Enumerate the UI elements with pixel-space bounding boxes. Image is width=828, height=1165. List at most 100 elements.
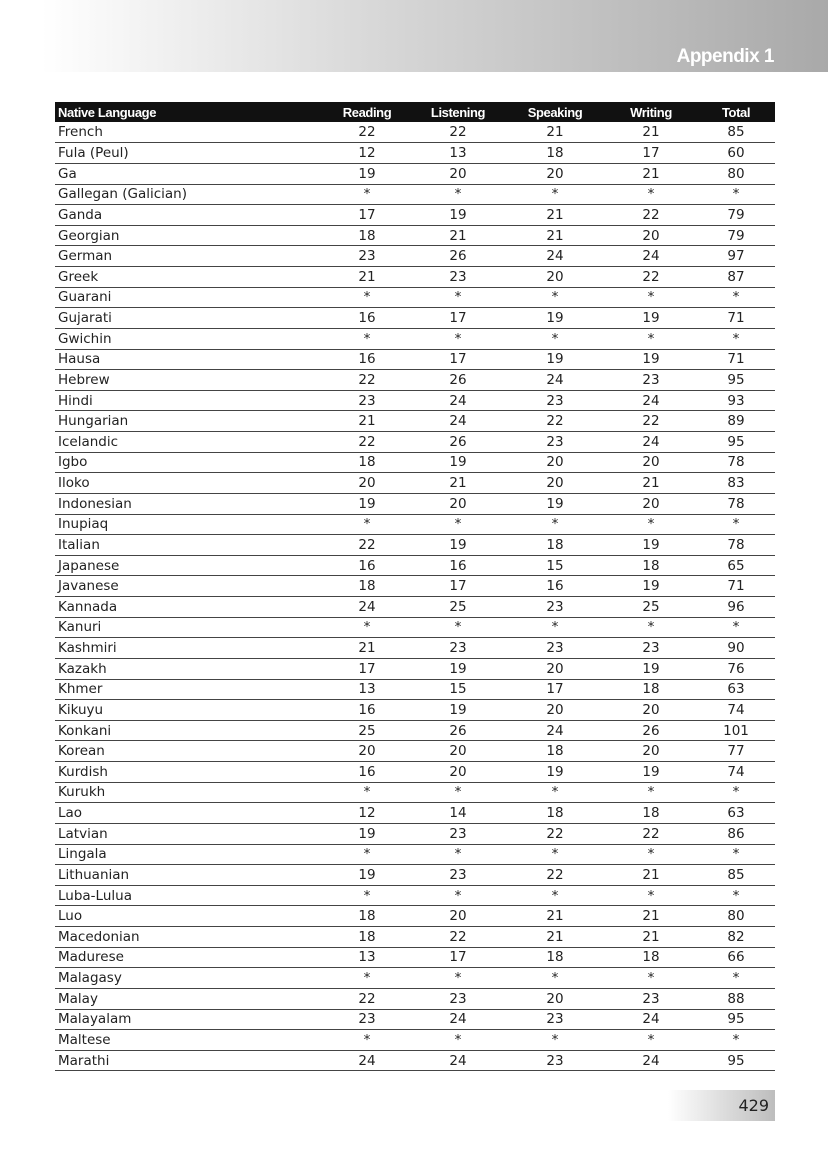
score-cell: 20: [642, 227, 660, 244]
language-cell: Malayalam: [58, 1011, 132, 1028]
score-cell: *: [732, 186, 740, 203]
score-cell: *: [363, 289, 371, 306]
score-cell: *: [732, 970, 740, 987]
score-cell: 26: [449, 248, 467, 265]
score-cell: 16: [358, 763, 376, 780]
score-cell: 20: [449, 763, 467, 780]
table-row: Macedonian 18 22 21 21 82: [55, 927, 775, 948]
column-header: Reading: [342, 104, 392, 120]
language-cell: Guarani: [58, 289, 112, 306]
score-cell: 80: [727, 165, 745, 182]
table-row: Kannada 24 25 23 25 96: [55, 597, 775, 618]
table-row: Gwichin * * * * *: [55, 329, 775, 350]
table-row: Hindi 23 24 23 24 93: [55, 391, 775, 412]
score-cell: 22: [642, 825, 660, 842]
table-row: Luba-Lulua * * * * *: [55, 886, 775, 907]
table-row: Luo 18 20 21 21 80: [55, 906, 775, 927]
language-cell: Lao: [58, 805, 83, 822]
score-cell: 21: [642, 928, 660, 945]
score-cell: 12: [358, 145, 376, 162]
table-row: Kurukh * * * * *: [55, 783, 775, 804]
table-row: Ga 19 20 20 21 80: [55, 164, 775, 185]
table-row: Lingala * * * * *: [55, 845, 775, 866]
score-cell: 18: [546, 536, 564, 553]
language-cell: Georgian: [58, 227, 120, 244]
language-cell: Gallegan (Galician): [58, 186, 188, 203]
score-cell: 24: [546, 371, 564, 388]
score-cell: 23: [642, 371, 660, 388]
score-cell: 22: [642, 268, 660, 285]
score-cell: 16: [358, 310, 376, 327]
table-row: Konkani 25 26 24 26 101: [55, 721, 775, 742]
score-cell: *: [551, 970, 559, 987]
language-cell: Italian: [58, 536, 100, 553]
language-cell: Gwichin: [58, 330, 112, 347]
score-cell: 17: [449, 310, 467, 327]
score-cell: *: [647, 186, 655, 203]
score-cell: 20: [546, 454, 564, 471]
score-cell: 21: [546, 928, 564, 945]
score-cell: *: [551, 887, 559, 904]
language-cell: French: [58, 124, 103, 141]
table-row: Inupiaq * * * * *: [55, 515, 775, 536]
score-cell: 78: [727, 536, 745, 553]
table-row: Korean 20 20 18 20 77: [55, 741, 775, 762]
score-cell: *: [454, 289, 462, 306]
score-cell: *: [732, 1031, 740, 1048]
score-cell: 22: [358, 536, 376, 553]
score-cell: 17: [546, 681, 564, 698]
score-cell: 21: [358, 413, 376, 430]
score-cell: 24: [642, 1052, 660, 1069]
score-cell: 20: [642, 454, 660, 471]
language-cell: Madurese: [58, 949, 124, 966]
score-cell: *: [647, 784, 655, 801]
score-cell: 16: [358, 351, 376, 368]
language-cell: Malay: [58, 990, 98, 1007]
score-cell: 23: [546, 1052, 564, 1069]
score-cell: 74: [727, 763, 745, 780]
score-cell: 21: [642, 475, 660, 492]
score-cell: 74: [727, 701, 745, 718]
table-row: Javanese 18 17 16 19 71: [55, 576, 775, 597]
language-cell: Korean: [58, 743, 105, 760]
score-cell: *: [732, 516, 740, 533]
score-cell: *: [732, 846, 740, 863]
score-cell: 19: [449, 536, 467, 553]
score-cell: 22: [546, 825, 564, 842]
score-cell: 18: [642, 805, 660, 822]
language-cell: Igbo: [58, 454, 88, 471]
score-cell: *: [647, 846, 655, 863]
score-cell: 25: [358, 722, 376, 739]
language-cell: Hungarian: [58, 413, 129, 430]
table-row: Japanese 16 16 15 18 65: [55, 556, 775, 577]
score-cell: *: [732, 619, 740, 636]
score-cell: 20: [449, 495, 467, 512]
table-row: Ganda 17 19 21 22 79: [55, 205, 775, 226]
language-cell: Kanuri: [58, 619, 102, 636]
table-row: German 23 26 24 24 97: [55, 246, 775, 267]
score-cell: *: [732, 887, 740, 904]
score-cell: 71: [727, 578, 745, 595]
table-row: Indonesian 19 20 19 20 78: [55, 494, 775, 515]
score-cell: 23: [449, 990, 467, 1007]
score-cell: 19: [546, 495, 564, 512]
score-cell: *: [551, 846, 559, 863]
score-cell: 23: [449, 268, 467, 285]
score-cell: 19: [358, 165, 376, 182]
column-header: Total: [721, 104, 751, 120]
language-cell: Khmer: [58, 681, 103, 698]
language-cell: Japanese: [58, 557, 120, 574]
score-cell: 22: [546, 866, 564, 883]
score-cell: 21: [449, 227, 467, 244]
score-cell: 18: [546, 145, 564, 162]
score-cell: 24: [642, 433, 660, 450]
score-cell: 12: [358, 805, 376, 822]
score-cell: 95: [727, 371, 745, 388]
score-cell: 93: [727, 392, 745, 409]
score-cell: 15: [546, 557, 564, 574]
table-row: Maltese * * * * *: [55, 1030, 775, 1051]
score-cell: 20: [546, 701, 564, 718]
language-cell: Hausa: [58, 351, 101, 368]
score-cell: 16: [358, 701, 376, 718]
score-cell: 23: [546, 640, 564, 657]
